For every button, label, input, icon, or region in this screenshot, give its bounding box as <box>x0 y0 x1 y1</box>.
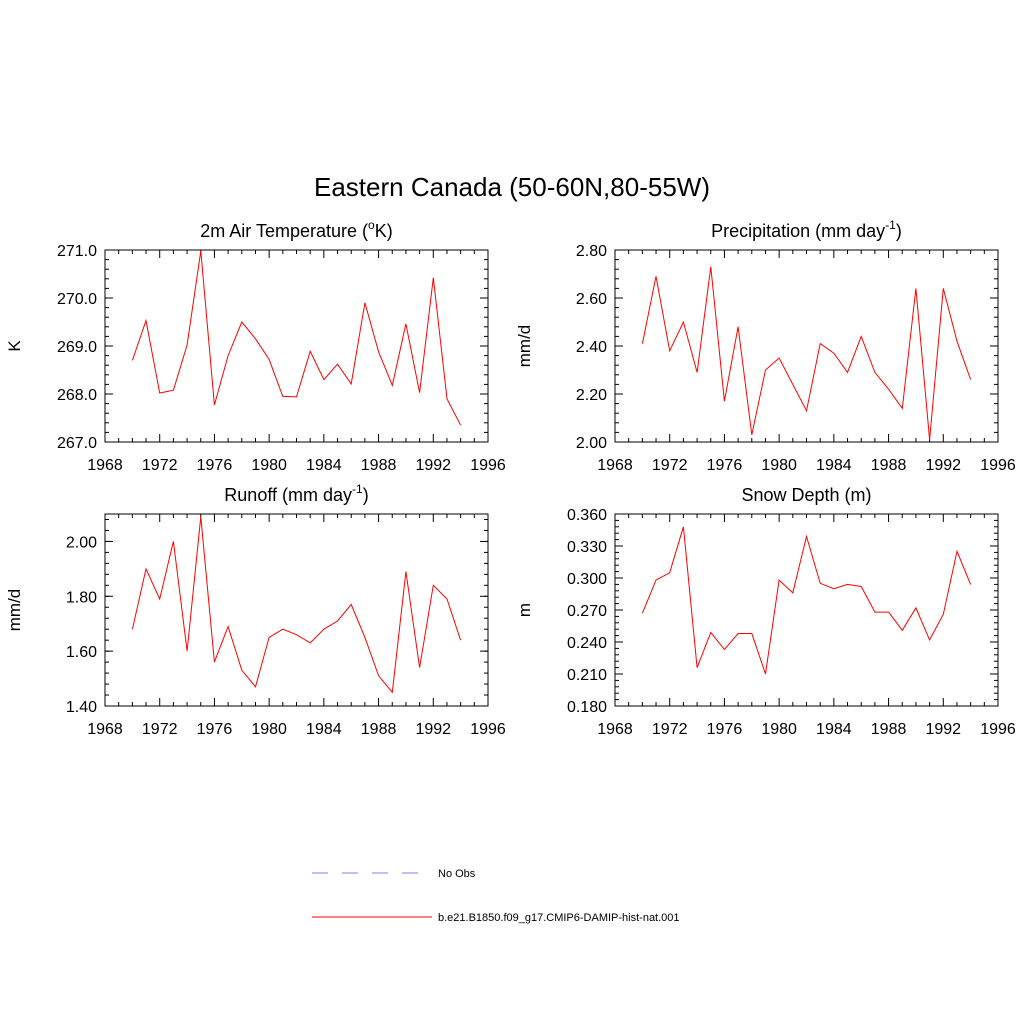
x-tick-label: 1992 <box>925 457 961 474</box>
x-tick-label: 1972 <box>652 721 688 738</box>
x-tick-label: 1984 <box>816 457 852 474</box>
x-tick-label: 1988 <box>361 721 397 738</box>
y-tick-label: 0.300 <box>567 571 607 588</box>
x-tick-label: 1984 <box>306 721 342 738</box>
x-tick-label: 1980 <box>761 457 797 474</box>
y-tick-label: 2.60 <box>576 291 607 308</box>
y-tick-label: 2.80 <box>576 243 607 260</box>
y-tick-label: 0.360 <box>567 507 607 524</box>
series-line <box>131 516 462 694</box>
x-tick-label: 1980 <box>761 721 797 738</box>
panel-title: 2m Air Temperature (oK) <box>200 218 392 241</box>
x-tick-label: 1976 <box>197 721 233 738</box>
x-tick-label: 1968 <box>87 457 123 474</box>
legend-label-no-obs: No Obs <box>438 868 476 880</box>
panel-1: 2m Air Temperature (oK) K 1968 1972 1976 1980… <box>5 218 506 474</box>
series-line <box>641 266 972 440</box>
panel-2: Precipitation (mm day-1) mm/d 1968 1972 1976… <box>515 218 1016 474</box>
x-tick-label: 1968 <box>87 721 123 738</box>
x-tick-label: 1968 <box>597 457 633 474</box>
legend: No Obs b.e21.B1850.f09_g17.CMIP6-DAMIP-h… <box>312 868 680 924</box>
x-tick-label: 1980 <box>251 457 287 474</box>
x-tick-label: 1976 <box>197 457 233 474</box>
y-tick-label: 1.60 <box>66 644 97 661</box>
panel-title: Precipitation (mm day-1) <box>711 218 902 241</box>
x-tick-label: 1984 <box>816 721 852 738</box>
x-tick-label: 1972 <box>142 721 178 738</box>
y-tick-label: 0.210 <box>567 667 607 684</box>
y-axis-label: K <box>5 340 24 352</box>
y-tick-label: 0.270 <box>567 603 607 620</box>
panels-container: 2m Air Temperature (oK) K 1968 1972 1976 1980… <box>5 218 1016 738</box>
plot-frame <box>614 513 999 707</box>
y-tick-label: 270.0 <box>57 291 97 308</box>
y-tick-label: 267.0 <box>57 435 97 452</box>
panel-title: Snow Depth (m) <box>741 485 871 505</box>
x-tick-label: 1988 <box>871 457 907 474</box>
y-tick-label: 271.0 <box>57 243 97 260</box>
y-tick-label: 0.330 <box>567 539 607 556</box>
y-tick-label: 1.40 <box>66 699 97 716</box>
x-tick-label: 1972 <box>652 457 688 474</box>
x-tick-label: 1988 <box>361 457 397 474</box>
x-tick-label: 1996 <box>470 457 506 474</box>
x-tick-label: 1992 <box>925 721 961 738</box>
legend-label-model: b.e21.B1850.f09_g17.CMIP6-DAMIP-hist-nat… <box>438 912 680 924</box>
y-tick-label: 0.180 <box>567 699 607 716</box>
y-axis-label: mm/d <box>515 325 534 368</box>
x-tick-label: 1972 <box>142 457 178 474</box>
panel-title: Runoff (mm day-1) <box>224 482 368 505</box>
figure-title: Eastern Canada (50-60N,80-55W) <box>314 172 710 202</box>
x-tick-label: 1992 <box>415 721 451 738</box>
y-tick-label: 2.20 <box>576 387 607 404</box>
x-tick-label: 1996 <box>980 457 1016 474</box>
y-tick-label: 268.0 <box>57 387 97 404</box>
x-tick-label: 1968 <box>597 721 633 738</box>
x-tick-label: 1996 <box>980 721 1016 738</box>
y-tick-label: 269.0 <box>57 339 97 356</box>
y-tick-label: 2.00 <box>66 534 97 551</box>
y-tick-label: 2.00 <box>576 435 607 452</box>
x-tick-label: 1984 <box>306 457 342 474</box>
panel-4: Snow Depth (m) m 1968 1972 1976 1980 1984 1988 1… <box>515 485 1016 738</box>
x-tick-label: 1996 <box>470 721 506 738</box>
y-tick-label: 1.80 <box>66 589 97 606</box>
x-tick-label: 1976 <box>707 721 743 738</box>
series-line <box>641 526 972 675</box>
y-tick-label: 2.40 <box>576 339 607 356</box>
x-tick-label: 1988 <box>871 721 907 738</box>
panel-3: Runoff (mm day-1) mm/d 1968 1972 1976 1980 198… <box>5 482 506 738</box>
series-line <box>131 250 462 426</box>
y-tick-label: 0.240 <box>567 635 607 652</box>
y-axis-label: mm/d <box>5 589 24 632</box>
x-tick-label: 1976 <box>707 457 743 474</box>
y-axis-label: m <box>515 603 534 617</box>
x-tick-label: 1992 <box>415 457 451 474</box>
plot-frame <box>104 249 489 443</box>
x-tick-label: 1980 <box>251 721 287 738</box>
plot-frame <box>104 513 489 707</box>
